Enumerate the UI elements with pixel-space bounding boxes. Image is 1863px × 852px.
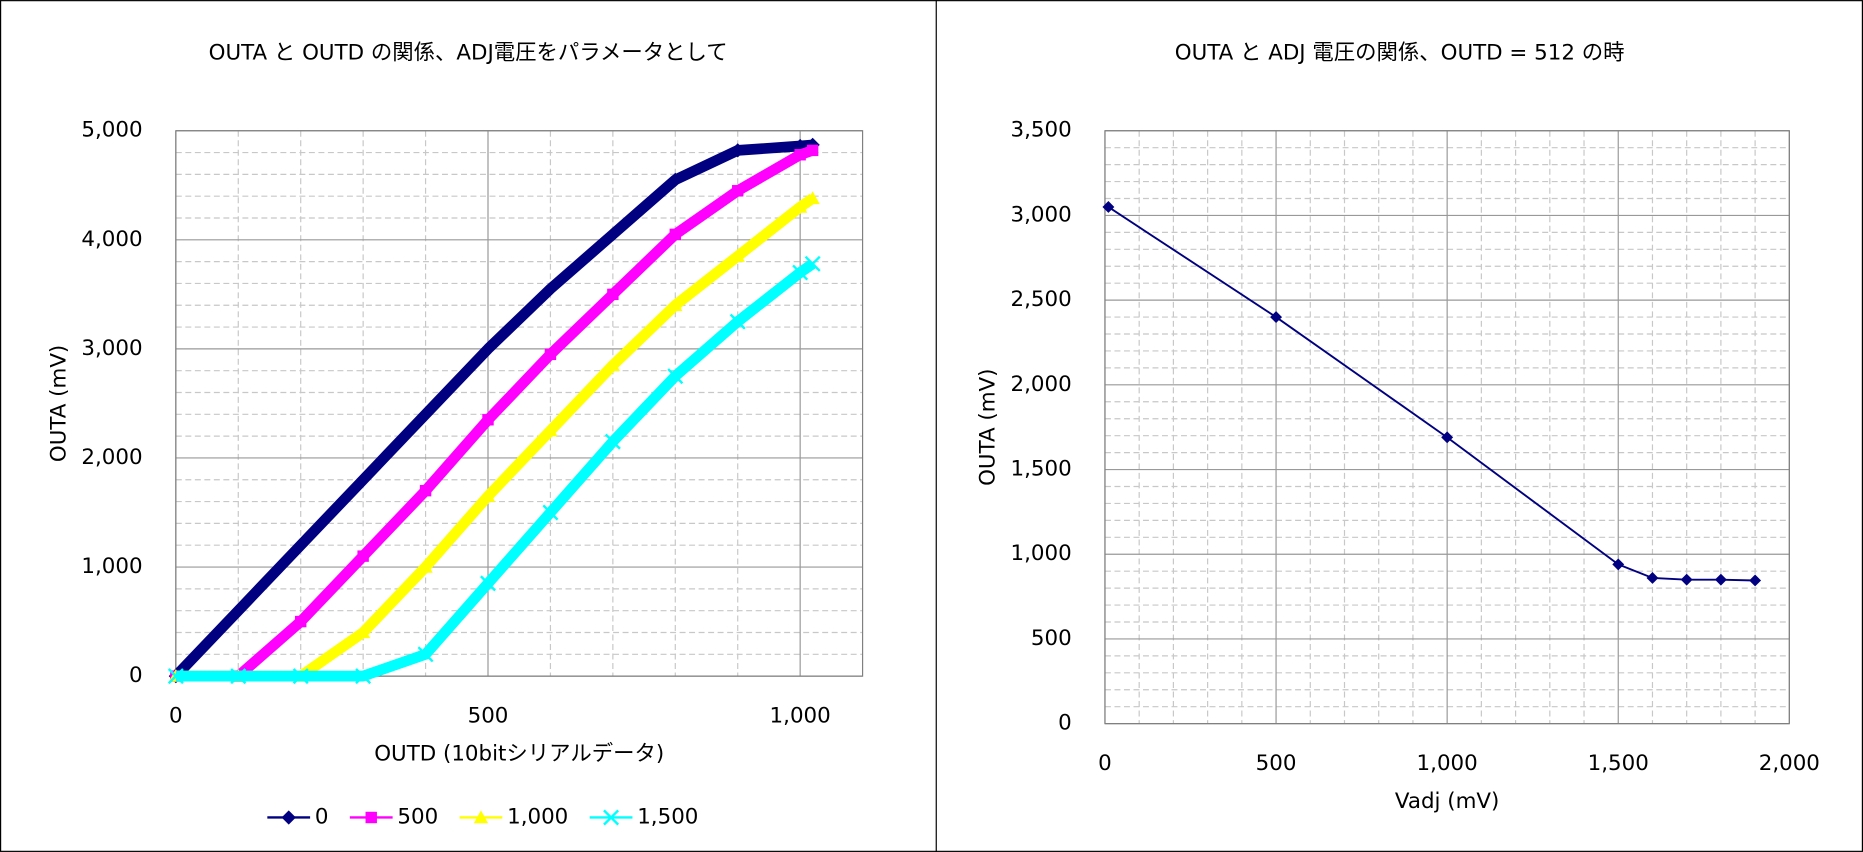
x-tick-label: 0 <box>169 703 183 728</box>
x-tick-label: 500 <box>468 703 509 728</box>
marker <box>355 668 372 685</box>
y-tick-label: 1,000 <box>81 554 142 579</box>
legend-label: 1,000 <box>507 804 568 829</box>
y-tick-label: 3,000 <box>1010 202 1071 227</box>
marker <box>281 810 296 825</box>
marker <box>356 625 371 639</box>
marker <box>418 559 433 573</box>
marker <box>732 185 744 197</box>
marker <box>1441 431 1454 444</box>
marker <box>604 433 621 450</box>
marker <box>230 668 247 685</box>
marker <box>729 313 746 330</box>
marker <box>806 144 819 157</box>
marker <box>544 348 557 361</box>
marker <box>473 810 489 824</box>
legend-label: 500 <box>397 804 438 829</box>
y-tick-label: 5,000 <box>81 118 142 143</box>
x-tick-label: 2,000 <box>1759 751 1820 776</box>
marker <box>295 615 307 628</box>
marker <box>603 809 620 826</box>
series-line <box>175 145 815 682</box>
y-tick-label: 3,000 <box>81 336 142 361</box>
marker <box>480 489 496 502</box>
plot-border <box>175 130 864 677</box>
plot-area <box>175 130 863 677</box>
marker <box>480 341 496 357</box>
marker <box>794 149 806 161</box>
y-axis-label: OUTA (mV) <box>976 368 1001 485</box>
marker <box>805 191 820 205</box>
marker <box>482 414 494 426</box>
marker <box>668 298 683 311</box>
marker <box>730 249 745 262</box>
y-tick-label: 2,000 <box>1010 372 1071 397</box>
marker <box>418 407 433 422</box>
marker <box>542 504 559 521</box>
x-axis-label: OUTD (10bitシリアルデータ) <box>374 742 664 767</box>
marker <box>804 255 821 272</box>
marker <box>356 472 371 487</box>
x-tick-label: 1,000 <box>1417 751 1478 776</box>
y-tick-label: 500 <box>1031 626 1072 651</box>
marker <box>365 811 377 824</box>
marker <box>605 358 620 371</box>
x-tick-label: 1,000 <box>770 703 831 728</box>
plot-border <box>1104 130 1790 725</box>
x-tick-label: 1,500 <box>1588 751 1649 776</box>
y-tick-label: 1,500 <box>1010 457 1071 482</box>
marker <box>1680 573 1693 586</box>
y-tick-label: 3,500 <box>1010 118 1071 143</box>
marker <box>669 228 681 241</box>
marker <box>793 138 808 154</box>
marker <box>667 368 684 385</box>
y-tick-label: 0 <box>1058 711 1072 736</box>
chart-title: OUTA と OUTD の関係、ADJ電圧をパラメータとして <box>209 41 728 66</box>
y-axis-label: OUTA (mV) <box>46 345 71 462</box>
marker <box>357 550 369 562</box>
marker <box>605 227 620 242</box>
y-tick-label: 2,500 <box>1010 287 1071 312</box>
legend-label: 1,500 <box>637 804 698 829</box>
marker <box>543 423 558 437</box>
series-line <box>175 259 816 682</box>
marker <box>417 646 434 663</box>
legend-label: 0 <box>315 804 329 829</box>
marker <box>793 199 808 213</box>
y-tick-label: 4,000 <box>81 227 142 252</box>
marker <box>167 668 184 685</box>
marker <box>730 143 745 158</box>
y-tick-label: 2,000 <box>81 445 142 470</box>
marker <box>419 484 432 497</box>
marker <box>293 538 308 553</box>
y-tick-label: 0 <box>129 663 143 688</box>
y-tick-label: 1,000 <box>1010 541 1071 566</box>
series-line <box>171 139 814 680</box>
marker <box>607 288 619 301</box>
marker <box>792 264 809 281</box>
chart-title: OUTA と ADJ 電圧の関係、OUTD = 512 の時 <box>1175 41 1625 66</box>
marker <box>480 575 496 592</box>
marker <box>1714 573 1727 586</box>
x-axis-label: Vadj (mV) <box>1395 789 1500 814</box>
x-tick-label: 500 <box>1256 751 1297 776</box>
marker <box>292 668 309 685</box>
x-tick-label: 0 <box>1098 751 1112 776</box>
